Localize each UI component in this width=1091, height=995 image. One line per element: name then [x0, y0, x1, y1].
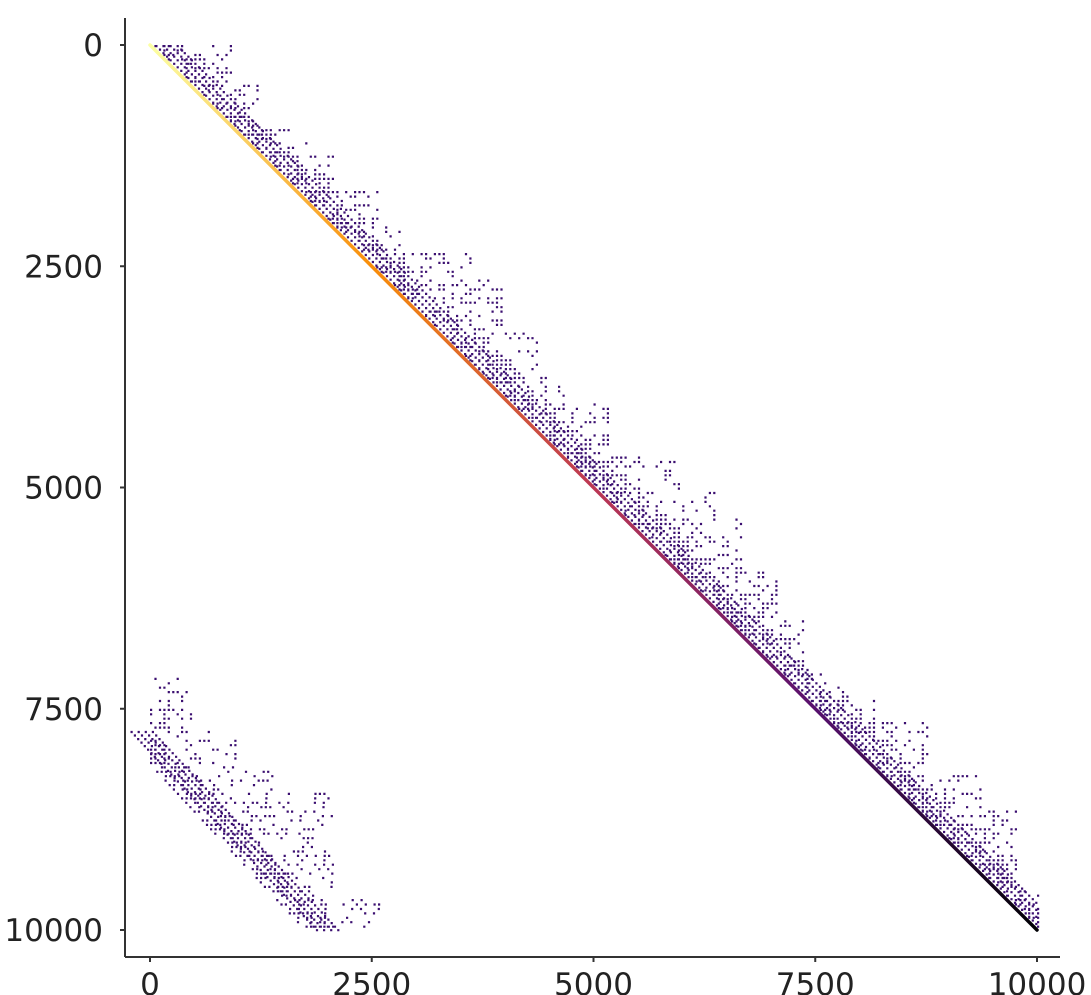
- y-tick-label: 0: [83, 28, 103, 64]
- y-tick-label: 2500: [24, 249, 103, 285]
- y-tick-label: 5000: [24, 471, 103, 507]
- x-tick-label: 0: [140, 967, 160, 995]
- matrix-diagonal: [148, 43, 1039, 932]
- x-tick-label: 10000: [988, 967, 1087, 995]
- x-tick-labels: 0 2500 5000 7500 10000: [140, 957, 1086, 995]
- x-tick-label: 2500: [332, 967, 411, 995]
- y-tick-label: 7500: [24, 692, 103, 728]
- y-tick-labels: 0 2500 5000 7500 10000: [4, 28, 125, 949]
- x-tick-label: 5000: [554, 967, 633, 995]
- y-tick-label: 10000: [4, 913, 103, 949]
- x-tick-label: 7500: [776, 967, 855, 995]
